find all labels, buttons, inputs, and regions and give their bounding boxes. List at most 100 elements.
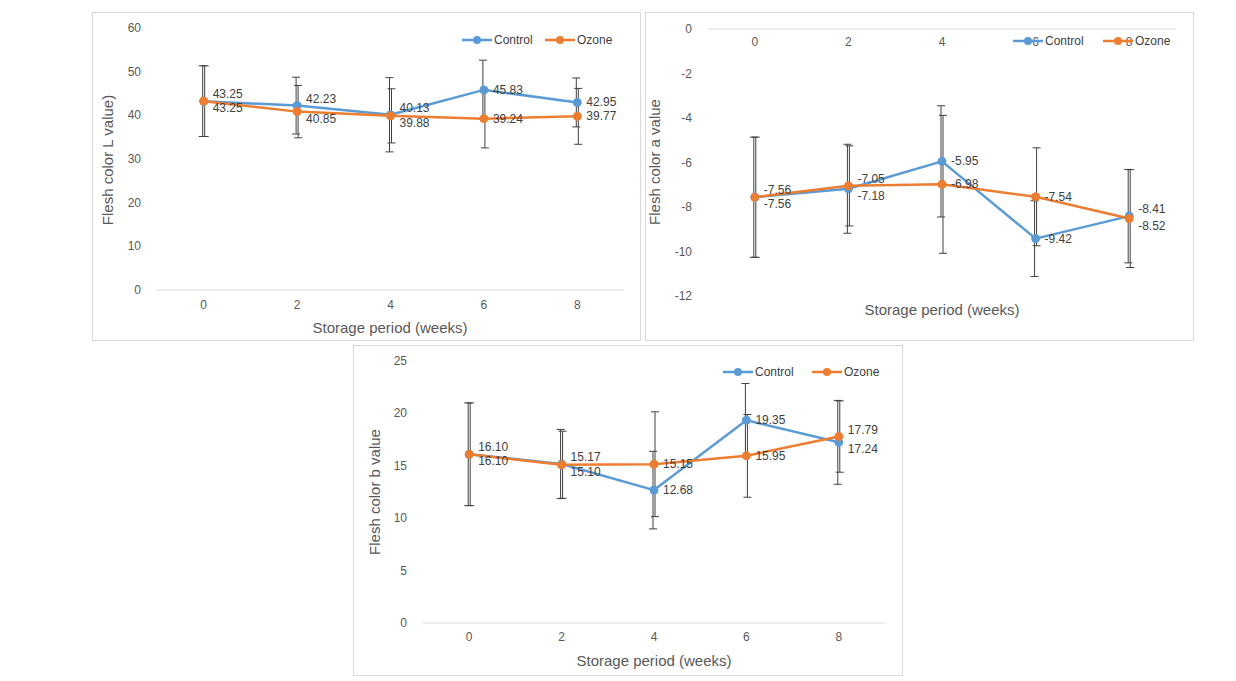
error-bar <box>574 88 582 144</box>
y-tick-label: 20 <box>128 196 142 210</box>
error-bar-cap <box>743 414 751 415</box>
error-bar-cap <box>937 217 945 218</box>
series-marker <box>938 157 946 165</box>
y-tick-label: 20 <box>394 406 408 420</box>
data-label: 43.25 <box>213 87 243 101</box>
error-bar <box>750 137 758 257</box>
x-tick-label: 8 <box>574 298 581 312</box>
legend-marker <box>1024 37 1032 45</box>
data-label: -5.95 <box>951 154 979 168</box>
data-labels: 16.1015.1712.6819.3517.2416.1015.1015.15… <box>478 413 878 497</box>
x-axis-line <box>423 623 885 624</box>
data-label: 15.10 <box>571 465 601 479</box>
error-bar-cap <box>1126 169 1134 170</box>
error-bar <box>834 400 842 484</box>
data-label: 39.24 <box>493 112 523 126</box>
x-tick-label: 4 <box>387 298 394 312</box>
data-label: 16.10 <box>478 440 508 454</box>
error-bar <box>651 412 659 517</box>
error-bar <box>388 89 396 143</box>
panel-frame <box>646 13 1194 341</box>
y-tick-label: 30 <box>128 152 142 166</box>
series-marker <box>650 460 658 468</box>
data-label: 39.88 <box>400 116 430 130</box>
x-axis-title: Storage period (weeks) <box>312 319 467 336</box>
y-tick-label: 5 <box>400 564 407 578</box>
x-tick-label: 2 <box>558 630 565 644</box>
series-marker <box>1032 193 1040 201</box>
error-bar-cap <box>939 115 947 116</box>
error-bar <box>752 137 760 257</box>
series-marker <box>742 416 750 424</box>
data-label: -7.18 <box>857 189 885 203</box>
error-bar-cap <box>752 257 760 258</box>
data-label: -8.41 <box>1138 202 1166 216</box>
series-marker <box>650 486 658 494</box>
data-labels: 43.2542.2340.1345.8342.9543.2540.8539.88… <box>213 83 617 130</box>
data-label: 42.95 <box>586 95 616 109</box>
error-bar <box>937 106 945 217</box>
plot-area <box>199 60 583 152</box>
error-bar <box>201 66 209 137</box>
x-tick-label: 0 <box>200 298 207 312</box>
error-bar-cap <box>1124 262 1132 263</box>
legend-label: Ozone <box>577 33 613 47</box>
legend-label: Control <box>755 365 794 379</box>
error-bar-cap <box>466 505 474 506</box>
series-line <box>755 184 1129 218</box>
error-bar <box>481 89 489 148</box>
error-bar <box>1126 170 1134 268</box>
error-bar <box>1124 169 1132 262</box>
data-label: 15.95 <box>755 449 785 463</box>
legend-label: Ozone <box>1135 34 1171 48</box>
error-bar-cap <box>481 147 489 148</box>
legend: Control Ozone <box>1013 34 1171 48</box>
error-bar <box>843 144 851 233</box>
series-marker <box>200 97 208 105</box>
y-axis-title: Flesh color L value) <box>99 95 116 225</box>
y-tick-label: 60 <box>128 21 142 35</box>
series-marker <box>844 182 852 190</box>
error-bar-cap <box>651 411 659 412</box>
data-label: 40.85 <box>306 112 336 126</box>
x-tick-label: 6 <box>743 630 750 644</box>
plot-area <box>750 106 1134 277</box>
series-marker <box>387 112 395 120</box>
panel-frame <box>93 13 641 341</box>
x-tick-label: 0 <box>466 630 473 644</box>
error-bar <box>294 85 302 137</box>
error-bar-cap <box>292 133 300 134</box>
series-marker <box>751 193 759 201</box>
error-bar-cap <box>743 497 751 498</box>
error-bar-cap <box>294 137 302 138</box>
error-bar <box>741 384 749 457</box>
y-tick-label: 50 <box>128 65 142 79</box>
series-marker <box>835 433 843 441</box>
error-bar <box>743 414 751 497</box>
data-label: -7.05 <box>857 172 885 186</box>
y-tick-label: 15 <box>394 459 408 473</box>
series-marker <box>573 98 581 106</box>
series-marker <box>465 450 473 458</box>
data-label: -9.42 <box>1045 232 1073 246</box>
error-bar-cap <box>834 484 842 485</box>
data-label: 16.10 <box>478 454 508 468</box>
error-bar-cap <box>294 85 302 86</box>
y-tick-label: 0 <box>685 22 692 36</box>
error-bar-cap <box>939 253 947 254</box>
data-label: 39.77 <box>586 109 616 123</box>
data-label: 15.17 <box>571 450 601 464</box>
data-label: -7.56 <box>764 197 792 211</box>
x-tick-label: 2 <box>294 298 301 312</box>
error-bar-cap <box>1033 245 1041 246</box>
legend-label: Control <box>1045 34 1084 48</box>
error-bar-cap <box>292 77 300 78</box>
data-labels: -7.56-7.18-5.95-9.42-8.41-7.56-7.05-6.98… <box>764 154 1166 245</box>
error-bar <box>466 403 474 506</box>
series-marker <box>293 108 301 116</box>
series-marker <box>573 112 581 120</box>
error-bar-cap <box>649 451 657 452</box>
legend-marker <box>473 36 481 44</box>
legend: ControlOzone <box>723 365 880 379</box>
error-bar-cap <box>752 137 760 138</box>
